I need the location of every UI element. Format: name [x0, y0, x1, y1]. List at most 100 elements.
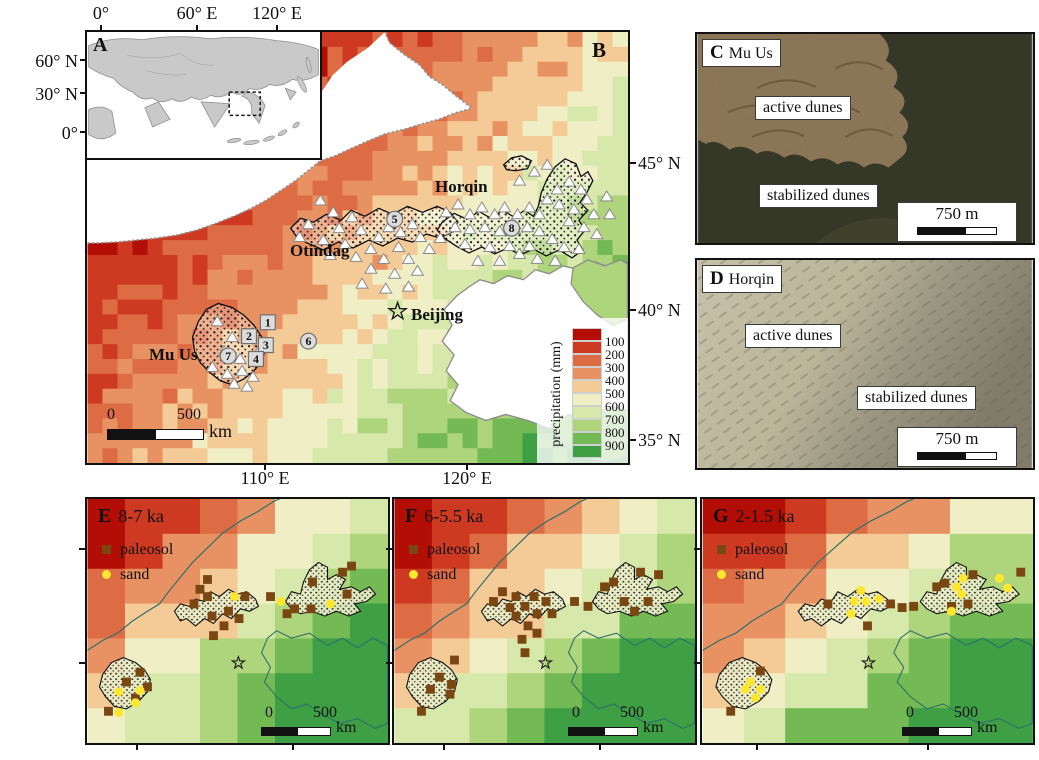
- sample-triangle: [586, 207, 601, 220]
- precip-cell: [357, 373, 374, 390]
- precip-cell: [312, 418, 329, 434]
- precip-cell: [394, 603, 433, 640]
- panel-f-title: F 6-5.5 ka: [405, 506, 483, 526]
- precip-cell: [282, 254, 299, 271]
- scalebar-white-segment: [966, 227, 996, 234]
- precip-cell: [432, 269, 449, 286]
- precip-cell: [117, 329, 134, 345]
- site-number: 2: [246, 329, 252, 343]
- precip-cell: [619, 708, 658, 743]
- precip-cell: [387, 388, 404, 405]
- precip-cell: [402, 136, 419, 152]
- precip-cell: [492, 150, 509, 167]
- paleosol-marker: [189, 599, 199, 609]
- precip-cell: [252, 433, 269, 449]
- precip-cell: [252, 284, 269, 301]
- legend-color-swatch: [572, 393, 602, 406]
- precip-cell: [162, 403, 179, 420]
- precip-cell: [222, 403, 239, 420]
- precip-cell: [544, 708, 583, 743]
- precip-cell: [357, 418, 374, 434]
- precip-cell: [237, 433, 254, 449]
- precip-cell: [222, 254, 239, 271]
- sample-triangle: [471, 254, 485, 266]
- precip-cell: [522, 32, 539, 48]
- precip-cell: [702, 499, 745, 535]
- precip-cell: [357, 180, 374, 197]
- africa-corner: [88, 106, 117, 140]
- precip-cell: [117, 299, 134, 315]
- precip-cell: [537, 61, 554, 78]
- muus-dunefield: [405, 657, 459, 710]
- precip-cell: [87, 269, 104, 286]
- sand-swatch: [102, 570, 111, 579]
- precip-cell: [312, 638, 351, 674]
- precip-cell: [267, 403, 284, 420]
- precip-cell: [237, 388, 254, 405]
- precip-cell: [991, 499, 1033, 535]
- panel-b-scalebar: 0 500 km: [107, 406, 267, 440]
- precip-cell: [267, 358, 284, 375]
- precip-cell: [387, 284, 404, 301]
- sample-triangle: [439, 205, 453, 218]
- sample-triangle: [378, 282, 393, 294]
- precip-cell: [402, 32, 419, 48]
- precip-cell: [447, 433, 464, 449]
- precip-cell: [327, 329, 344, 345]
- precip-cell: [432, 284, 449, 301]
- precip-cell: [462, 150, 479, 167]
- precip-cell: [582, 32, 599, 48]
- precip-cell: [597, 150, 614, 167]
- legend-color-swatch: [572, 354, 602, 367]
- paleosol-marker: [209, 631, 218, 641]
- precip-cell: [372, 418, 389, 434]
- precip-cell: [582, 240, 599, 256]
- precip-cell: [581, 499, 621, 535]
- precip-cell: [402, 388, 419, 405]
- sample-triangle: [355, 277, 369, 289]
- precip-cell: [162, 499, 201, 535]
- precip-cell: [282, 373, 299, 390]
- precip-cell: [267, 269, 284, 286]
- precip-cell: [267, 373, 284, 390]
- legend-sand-row: sand: [717, 562, 788, 587]
- paleosol-marker: [643, 597, 653, 606]
- scalebar-white-segment: [939, 728, 971, 735]
- sample-triangle: [235, 364, 249, 376]
- precip-cell: [87, 299, 104, 315]
- precip-cell: [207, 284, 224, 301]
- precip-cell: [702, 708, 745, 743]
- scalebar-black-segment: [262, 728, 298, 735]
- precip-cell: [522, 448, 539, 463]
- precip-cell: [417, 121, 434, 137]
- precip-cell: [162, 673, 201, 709]
- precip-cell: [492, 136, 509, 152]
- precip-cell: [492, 448, 509, 463]
- precip-cell: [282, 329, 299, 345]
- precip-cell: [522, 106, 539, 122]
- precip-cell: [447, 448, 464, 463]
- precip-cell: [507, 91, 524, 107]
- precip-cell: [327, 448, 344, 463]
- study-site-8: 8: [503, 219, 521, 237]
- paleosol-marker: [489, 597, 498, 606]
- sand-marker: [874, 594, 884, 604]
- paleosol-marker: [203, 575, 212, 584]
- precip-cell: [522, 91, 539, 107]
- sand-swatch: [717, 570, 726, 579]
- precip-cell: [357, 448, 374, 463]
- precip-cell: [581, 673, 621, 709]
- axis-40n: 40° N: [638, 300, 681, 320]
- precip-cell: [908, 499, 951, 535]
- scalebar-black-segment: [108, 430, 156, 439]
- precip-cell: [282, 299, 299, 315]
- precip-cell: [597, 76, 614, 93]
- panel-g-scalebar: 0 500 km: [902, 704, 1028, 736]
- paleosol-marker: [909, 601, 919, 611]
- sand-marker: [276, 596, 286, 607]
- precip-cell: [102, 254, 119, 271]
- scalebar-500: 500: [954, 704, 978, 721]
- precip-cell: [162, 299, 179, 315]
- scalebar-unit: km: [977, 719, 998, 736]
- site-number: 8: [509, 221, 515, 235]
